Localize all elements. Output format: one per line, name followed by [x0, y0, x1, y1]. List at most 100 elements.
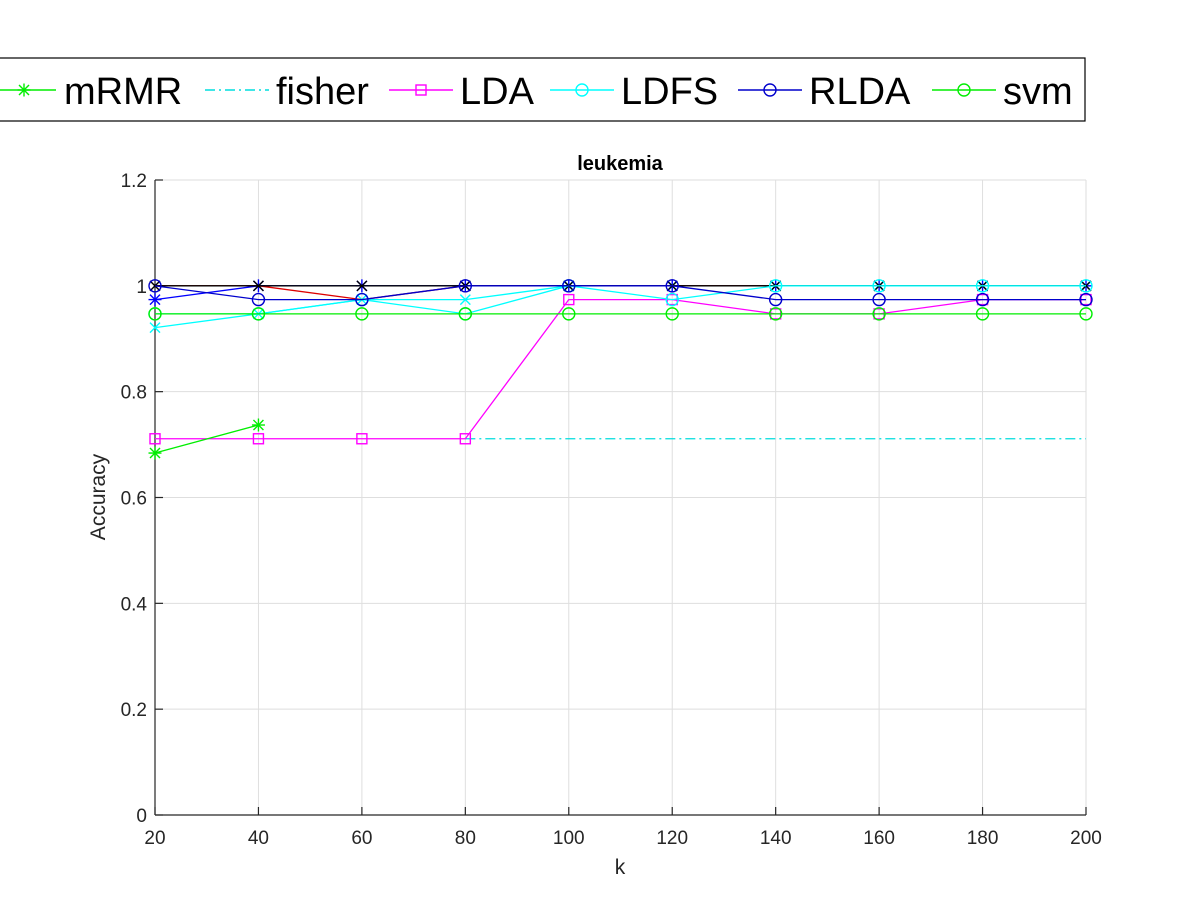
- series-svm-point: [665, 307, 679, 321]
- marker-circle: [458, 307, 473, 321]
- series-unlabeled-6-point: [252, 280, 264, 292]
- series-unlabeled-6-point: [356, 280, 368, 292]
- marker-circle: [975, 292, 990, 307]
- marker-circle: [355, 292, 369, 307]
- grid: [155, 179, 1087, 815]
- series-svm-point: [1079, 307, 1093, 321]
- series-lda-point: [252, 433, 265, 445]
- series-svm-point: [148, 307, 162, 321]
- marker-square: [356, 433, 368, 445]
- series-rlda-point: [355, 292, 369, 307]
- marker-stroke: [356, 280, 368, 292]
- marker-circle: [562, 307, 576, 321]
- marker-square: [563, 293, 575, 306]
- x-tick-label: 140: [760, 828, 792, 849]
- marker-circle: [665, 292, 679, 307]
- marker-circle: [575, 83, 589, 97]
- series-svm-point: [355, 307, 369, 321]
- legend-item-lda: LDA: [389, 71, 535, 113]
- series-svm-point: [975, 307, 990, 321]
- legend-label: RLDA: [809, 71, 911, 113]
- marker-square: [666, 293, 678, 306]
- series-rlda-line: [154, 285, 1086, 301]
- y-axis-label: Accuracy: [87, 453, 110, 540]
- series-mrmr: [148, 418, 265, 460]
- series-svm-point: [562, 307, 576, 321]
- marker-stroke: [149, 322, 161, 334]
- series-mrmr-point: [251, 418, 265, 432]
- marker-circle: [872, 279, 886, 293]
- x-axis-label: k: [615, 856, 626, 879]
- series-rlda-point: [872, 292, 886, 307]
- series-ldfs-point: [768, 279, 783, 293]
- series-rlda-point: [768, 292, 783, 307]
- series-rlda-point: [458, 279, 473, 293]
- marker-circle: [148, 307, 162, 321]
- marker-circle: [975, 279, 990, 293]
- series-unlabeled-8-point: [149, 322, 161, 334]
- series-ldfs-point: [975, 279, 990, 293]
- legend: mRMR fisher LDA LDFS RLDA svm: [0, 57, 1086, 122]
- marker-circle: [872, 307, 886, 321]
- y-tick-label: 0.4: [121, 594, 148, 615]
- series-rlda-point: [665, 279, 679, 293]
- series-lda-point: [149, 433, 161, 445]
- legend-label: LDFS: [621, 71, 718, 113]
- y-tick-label: 0.8: [121, 383, 147, 404]
- series-lda: [149, 293, 1092, 445]
- marker-square: [252, 433, 265, 445]
- series-unlabeled-9-point: [148, 293, 162, 307]
- series-lda-line: [155, 298, 1086, 440]
- legend-label: LDA: [460, 71, 535, 113]
- marker-square: [149, 433, 161, 445]
- series-rlda-point: [975, 292, 990, 307]
- x-tick-label: 20: [144, 828, 165, 849]
- legend-label: fisher: [276, 71, 369, 113]
- x-tick-label: 100: [553, 828, 585, 849]
- marker-circle: [458, 279, 473, 293]
- series-mrmr-line: [154, 424, 259, 454]
- marker-circle: [768, 292, 783, 307]
- series-svm-point: [768, 307, 783, 321]
- series-lda-point: [666, 293, 678, 306]
- marker-square: [459, 433, 472, 445]
- y-tick-label: 1: [136, 277, 147, 298]
- y-tick-label: 1.2: [121, 171, 147, 192]
- legend-marker: [575, 83, 589, 97]
- series-unlabeled-8-point: [459, 294, 471, 306]
- marker-circle: [768, 279, 783, 293]
- legend-box: [0, 57, 1086, 122]
- marker-circle: [148, 279, 162, 293]
- legend-item-fisher: fisher: [205, 71, 369, 113]
- marker-circle: [1079, 292, 1093, 307]
- legend-label: mRMR: [64, 71, 182, 113]
- series-rlda: [148, 279, 1093, 307]
- x-tick-label: 200: [1070, 828, 1102, 849]
- legend-marker: [17, 83, 31, 97]
- x-tick-label: 120: [656, 828, 688, 849]
- marker-stroke: [459, 294, 471, 306]
- x-tick-label: 160: [863, 828, 895, 849]
- legend-item-rlda: RLDA: [738, 71, 911, 113]
- series-svm: [148, 307, 1093, 321]
- y-tick-label: 0.6: [121, 489, 147, 510]
- series-svm-point: [251, 307, 266, 321]
- legend-item-mrmr: mRMR: [0, 71, 182, 113]
- legend-label: svm: [1003, 71, 1073, 113]
- series-rlda-point: [148, 279, 162, 293]
- legend-item-ldfs: LDFS: [550, 71, 718, 113]
- marker-circle: [975, 307, 990, 321]
- series-mrmr-point: [148, 446, 162, 460]
- marker-stroke: [252, 280, 264, 292]
- x-tick-label: 60: [351, 828, 372, 849]
- series-lda-point: [563, 293, 575, 306]
- y-tick-label: 0.2: [121, 700, 147, 721]
- marker-circle: [768, 307, 783, 321]
- series-ldfs-point: [665, 292, 679, 307]
- legend-marker: [957, 83, 971, 97]
- legend-marker: [763, 83, 777, 97]
- series-ldfs-point: [872, 279, 886, 293]
- marker-circle: [251, 307, 266, 321]
- series-rlda-point: [562, 279, 576, 293]
